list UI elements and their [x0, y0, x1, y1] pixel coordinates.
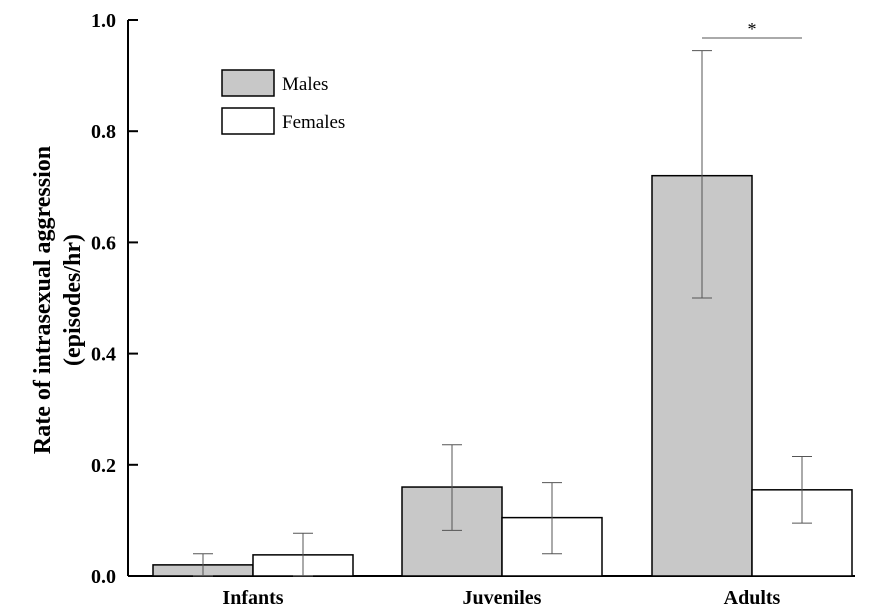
error-bars: [193, 50, 812, 577]
category-label: Juveniles: [463, 587, 542, 609]
y-tick-label: 1.0: [91, 10, 116, 32]
significance-annotation: *: [702, 19, 802, 39]
category-label: Adults: [724, 587, 781, 609]
bars: [152, 174, 853, 577]
y-axis-title-line1: Rate of intrasexual aggression: [30, 146, 56, 454]
category-labels: Infants Juveniles Adults: [222, 587, 780, 609]
significance-marker: *: [748, 19, 757, 39]
legend-swatch-females: [221, 107, 275, 135]
y-tick-label: 0.0: [91, 566, 116, 588]
legend-label-males: Males: [282, 74, 328, 95]
category-label: Infants: [222, 587, 283, 609]
y-axis-title-line2: (episodes/hr): [60, 234, 86, 366]
legend: Males Females: [221, 69, 345, 135]
y-ticks: 0.0 0.2 0.4 0.6 0.8 1.0: [91, 10, 138, 588]
y-tick-label: 0.8: [91, 121, 116, 143]
y-tick-label: 0.2: [91, 455, 116, 477]
legend-swatch-males: [221, 69, 275, 97]
y-tick-label: 0.6: [91, 232, 116, 254]
y-tick-label: 0.4: [91, 344, 116, 366]
legend-label-females: Females: [282, 112, 345, 133]
